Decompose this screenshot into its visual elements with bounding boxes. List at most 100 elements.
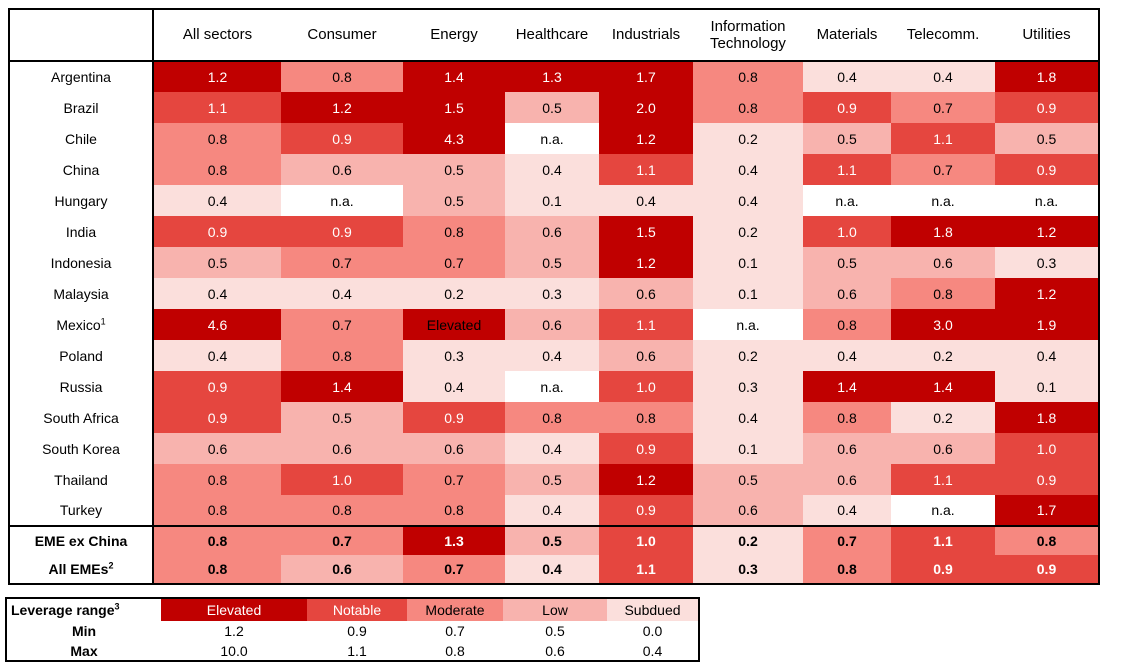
heatmap-cell: 0.4 — [693, 154, 803, 185]
legend-max-value: 0.8 — [407, 641, 503, 661]
column-header: Industrials — [599, 9, 693, 62]
heatmap-cell: 0.7 — [891, 92, 995, 123]
heatmap-cell: 1.0 — [599, 371, 693, 402]
legend-title-footnote: 3 — [114, 601, 120, 612]
heatmap-cell: n.a. — [891, 495, 995, 526]
heatmap-cell: 0.8 — [599, 402, 693, 433]
heatmap-cell: 0.6 — [803, 278, 891, 309]
row-label-text: Chile — [65, 130, 97, 147]
heatmap-cell: 0.8 — [153, 123, 281, 154]
heatmap-cell: 4.6 — [153, 309, 281, 340]
legend-min-value: 0.7 — [407, 621, 503, 641]
heatmap-cell: 0.8 — [693, 92, 803, 123]
row-label: Mexico1 — [9, 309, 154, 340]
heatmap-cell: 1.5 — [599, 216, 693, 247]
heatmap-cell: 0.4 — [281, 278, 403, 309]
column-header: Information Technology — [693, 9, 803, 62]
heatmap-cell: 0.4 — [505, 340, 599, 371]
row-label: EME ex China — [9, 525, 154, 555]
heatmap-cell: 0.3 — [505, 278, 599, 309]
heatmap-cell: 1.8 — [995, 61, 1099, 92]
row-label: China — [9, 154, 154, 185]
heatmap-cell: 0.4 — [153, 185, 281, 216]
heatmap-cell: n.a. — [693, 309, 803, 340]
heatmap-cell: 1.3 — [505, 61, 599, 92]
heatmap-cell: 0.7 — [281, 309, 403, 340]
heatmap-cell: 0.4 — [995, 340, 1099, 371]
table-row: Russia 0.9 1.4 0.4 n.a. 1.0 0.3 1.4 1.4 0.1 — [9, 371, 1099, 402]
heatmap-cell: 1.5 — [403, 92, 505, 123]
heatmap-cell: 0.5 — [403, 154, 505, 185]
legend-min-row: Min 1.2 0.9 0.7 0.5 0.0 — [6, 621, 699, 641]
heatmap-cell: 1.2 — [995, 278, 1099, 309]
row-label: Chile — [9, 123, 154, 154]
heatmap-cell: 0.8 — [153, 154, 281, 185]
heatmap-cell: 0.8 — [403, 495, 505, 526]
heatmap-cell: n.a. — [891, 185, 995, 216]
heatmap-cell: 0.4 — [505, 495, 599, 526]
heatmap-cell: 0.7 — [891, 154, 995, 185]
heatmap-cell: 0.5 — [505, 464, 599, 495]
heatmap-cell: 1.8 — [995, 402, 1099, 433]
heatmap-cell: 1.1 — [891, 464, 995, 495]
heatmap-cell: 0.9 — [599, 495, 693, 526]
table-row: Poland 0.4 0.8 0.3 0.4 0.6 0.2 0.4 0.2 0.4 — [9, 340, 1099, 371]
row-label-text: Russia — [59, 378, 103, 395]
heatmap-cell: 0.8 — [153, 464, 281, 495]
table-row: South Korea 0.6 0.6 0.6 0.4 0.9 0.1 0.6 0.6 1.0 — [9, 433, 1099, 464]
heatmap-cell: 1.4 — [891, 371, 995, 402]
table-row: All EMEs2 0.8 0.6 0.7 0.4 1.1 0.3 0.8 0.9 0.9 — [9, 555, 1099, 584]
heatmap-cell: 1.7 — [995, 495, 1099, 526]
row-label: Indonesia — [9, 247, 154, 278]
legend-min-row-label: Min — [6, 621, 161, 641]
heatmap-cell: 0.8 — [281, 340, 403, 371]
row-label-text: Thailand — [54, 471, 108, 488]
heatmap-cell: 4.3 — [403, 123, 505, 154]
heatmap-cell: 0.6 — [599, 340, 693, 371]
heatmap-cell: n.a. — [505, 123, 599, 154]
table-row: Hungary 0.4 n.a. 0.5 0.1 0.4 0.4 n.a. n.a. n.a. — [9, 185, 1099, 216]
table-row: South Africa 0.9 0.5 0.9 0.8 0.8 0.4 0.8 0.2 1.8 — [9, 402, 1099, 433]
legend-title-text: Leverage range — [11, 602, 115, 618]
row-label-text: Turkey — [59, 502, 103, 518]
heatmap-cell: 0.8 — [403, 216, 505, 247]
column-header: Healthcare — [505, 9, 599, 62]
heatmap-cell: 0.7 — [403, 555, 505, 584]
heatmap-cell: 0.9 — [153, 216, 281, 247]
table-row: Indonesia 0.5 0.7 0.7 0.5 1.2 0.1 0.5 0.6 0.3 — [9, 247, 1099, 278]
heatmap-cell: 0.8 — [995, 525, 1099, 555]
heatmap-cell: 0.7 — [281, 247, 403, 278]
heatmap-cell: 0.9 — [153, 402, 281, 433]
row-label-footnote: 1 — [100, 315, 106, 326]
heatmap-cell: 0.5 — [803, 247, 891, 278]
heatmap-cell: 0.9 — [599, 433, 693, 464]
heatmap-cell: n.a. — [995, 185, 1099, 216]
heatmap-cell: 1.0 — [803, 216, 891, 247]
heatmap-cell: 0.8 — [693, 61, 803, 92]
corner-cell — [9, 9, 154, 62]
heatmap-cell: 0.6 — [891, 247, 995, 278]
table-row: Turkey 0.8 0.8 0.8 0.4 0.9 0.6 0.4 n.a. 1.7 — [9, 495, 1099, 526]
row-label: Malaysia — [9, 278, 154, 309]
row-label: Argentina — [9, 61, 154, 92]
legend-category: Elevated — [161, 598, 307, 621]
heatmap-cell: 0.2 — [693, 216, 803, 247]
heatmap-cell: 0.9 — [995, 92, 1099, 123]
heatmap-cell: 0.8 — [153, 525, 281, 555]
legend-max-value: 0.6 — [503, 641, 607, 661]
heatmap-cell: 0.5 — [803, 123, 891, 154]
row-label-text: India — [65, 223, 97, 240]
legend-max-row-label: Max — [6, 641, 161, 661]
heatmap-cell: 1.4 — [803, 371, 891, 402]
heatmap-cell: 0.3 — [403, 340, 505, 371]
heatmap-cell: 0.5 — [281, 402, 403, 433]
heatmap-cell: 0.1 — [693, 278, 803, 309]
table-row: India 0.9 0.9 0.8 0.6 1.5 0.2 1.0 1.8 1.2 — [9, 216, 1099, 247]
heatmap-cell: 0.1 — [693, 433, 803, 464]
table-row: China 0.8 0.6 0.5 0.4 1.1 0.4 1.1 0.7 0.9 — [9, 154, 1099, 185]
heatmap-cell: 0.4 — [803, 340, 891, 371]
heatmap-cell: Elevated — [403, 309, 505, 340]
heatmap-cell: 0.8 — [153, 495, 281, 526]
heatmap-cell: 0.9 — [891, 555, 995, 584]
